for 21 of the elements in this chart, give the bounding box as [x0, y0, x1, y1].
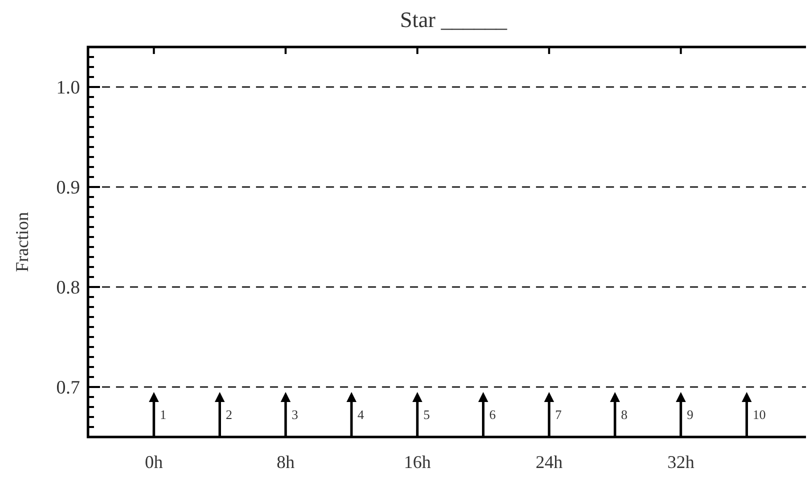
annotation: 3	[292, 407, 298, 422]
annotation: 2	[226, 407, 232, 422]
x-tick-label: 32h	[667, 452, 694, 472]
chart-title: Star ______	[400, 7, 508, 32]
x-tick-label: 0h	[144, 452, 163, 472]
annotation: 4	[357, 407, 364, 422]
annotation: 7	[555, 407, 562, 422]
y-axis-title: Fraction	[12, 212, 32, 272]
annotation: 8	[620, 407, 628, 422]
annotation: 1	[160, 407, 166, 422]
y-tick-label: 0.8	[56, 278, 80, 299]
annotation: 6	[489, 407, 496, 422]
annotation: 9	[686, 407, 694, 422]
x-tick-label: 24h	[536, 452, 563, 472]
y-tick-label: 0.9	[56, 178, 80, 199]
y-tick-label: 1.0	[56, 78, 80, 99]
annotation: 10	[752, 407, 766, 422]
x-tick-label: 8h	[276, 452, 295, 472]
annotation: 5	[423, 407, 430, 422]
y-tick-label: 0.7	[56, 378, 80, 399]
x-tick-label: 16h	[404, 452, 431, 472]
